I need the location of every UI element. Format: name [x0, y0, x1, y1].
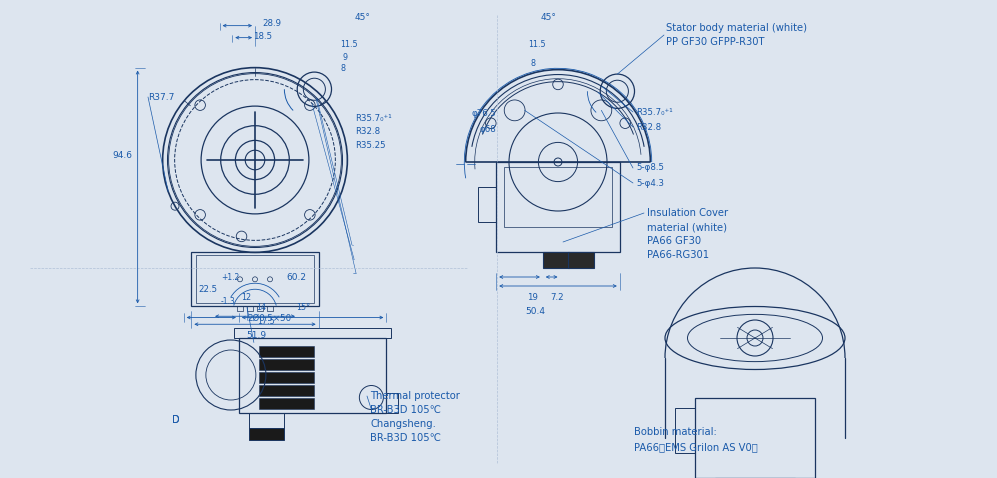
Text: 11.5: 11.5	[528, 40, 545, 48]
Bar	[479, 187, 497, 222]
Text: 18.5: 18.5	[253, 32, 272, 41]
Text: BR-B3D 105℃: BR-B3D 105℃	[370, 433, 441, 443]
Text: 8: 8	[530, 58, 535, 67]
Text: 9: 9	[342, 53, 347, 62]
Bar	[257, 306, 263, 311]
Text: 11.5: 11.5	[340, 40, 358, 48]
Bar	[196, 255, 314, 303]
Text: R35.25: R35.25	[355, 141, 386, 150]
Bar	[543, 252, 569, 268]
Bar	[568, 252, 594, 268]
Text: 12: 12	[241, 293, 251, 303]
Bar	[675, 408, 695, 453]
Text: 5-φ8.5: 5-φ8.5	[636, 163, 664, 173]
Text: R32.8: R32.8	[355, 128, 380, 137]
Bar	[247, 306, 253, 311]
Bar	[259, 384, 314, 395]
Bar	[191, 252, 319, 306]
Text: BR-B3D 105℃: BR-B3D 105℃	[370, 405, 441, 415]
Text: 28.9: 28.9	[262, 19, 281, 28]
Text: 15°: 15°	[296, 304, 310, 313]
Text: D: D	[172, 415, 179, 425]
Text: Changsheng.: Changsheng.	[370, 419, 436, 429]
Text: R35.7₀⁺¹: R35.7₀⁺¹	[636, 108, 673, 117]
Text: material (white): material (white)	[647, 222, 727, 232]
Text: +1.2: +1.2	[221, 273, 239, 282]
Text: Thermal protector: Thermal protector	[370, 391, 460, 401]
Bar	[259, 398, 314, 409]
Bar	[239, 337, 387, 413]
Bar	[267, 306, 273, 311]
Bar	[234, 327, 392, 337]
Text: PA66（EMS Grilon AS V0）: PA66（EMS Grilon AS V0）	[634, 442, 758, 452]
Text: R35.7₀⁺¹: R35.7₀⁺¹	[355, 113, 392, 122]
Text: 8: 8	[340, 64, 345, 73]
Text: R32.8: R32.8	[636, 122, 661, 131]
Text: 17.5: 17.5	[257, 316, 275, 326]
Text: 5-φ4.3: 5-φ4.3	[636, 178, 664, 187]
Text: 94.6: 94.6	[112, 151, 132, 160]
Text: 60.2: 60.2	[286, 273, 306, 282]
Bar	[249, 427, 284, 439]
Bar	[259, 371, 314, 382]
Text: Bobbin material:: Bobbin material:	[634, 427, 717, 437]
Text: 45°: 45°	[541, 13, 557, 22]
Bar	[695, 398, 815, 478]
Text: D: D	[172, 415, 179, 425]
Text: Insulation Cover: Insulation Cover	[647, 208, 728, 218]
Text: 50.4: 50.4	[525, 307, 545, 316]
Text: -1.3: -1.3	[221, 297, 235, 306]
Text: 7.2: 7.2	[550, 293, 564, 303]
Bar	[249, 413, 284, 427]
Text: φ76.5: φ76.5	[472, 109, 496, 118]
Bar	[259, 358, 314, 369]
Text: 45°: 45°	[355, 13, 371, 22]
Bar	[259, 346, 314, 357]
Text: PA66-RG301: PA66-RG301	[647, 250, 709, 260]
Text: 22.5: 22.5	[197, 285, 217, 294]
Bar	[237, 306, 243, 311]
Text: PA66 GF30: PA66 GF30	[647, 236, 701, 246]
Bar	[387, 392, 399, 413]
Text: 2Ø0.5×50: 2Ø0.5×50	[247, 314, 291, 323]
Text: φ68: φ68	[480, 126, 496, 134]
Text: 51.9: 51.9	[246, 330, 266, 339]
Text: R37.7: R37.7	[148, 93, 174, 101]
Text: 19: 19	[526, 293, 537, 303]
Text: 14: 14	[256, 304, 266, 313]
Bar	[504, 167, 612, 227]
Text: PP GF30 GFPP-R30T: PP GF30 GFPP-R30T	[666, 37, 765, 47]
Bar	[497, 162, 620, 252]
Text: Stator body material (white): Stator body material (white)	[666, 23, 807, 33]
